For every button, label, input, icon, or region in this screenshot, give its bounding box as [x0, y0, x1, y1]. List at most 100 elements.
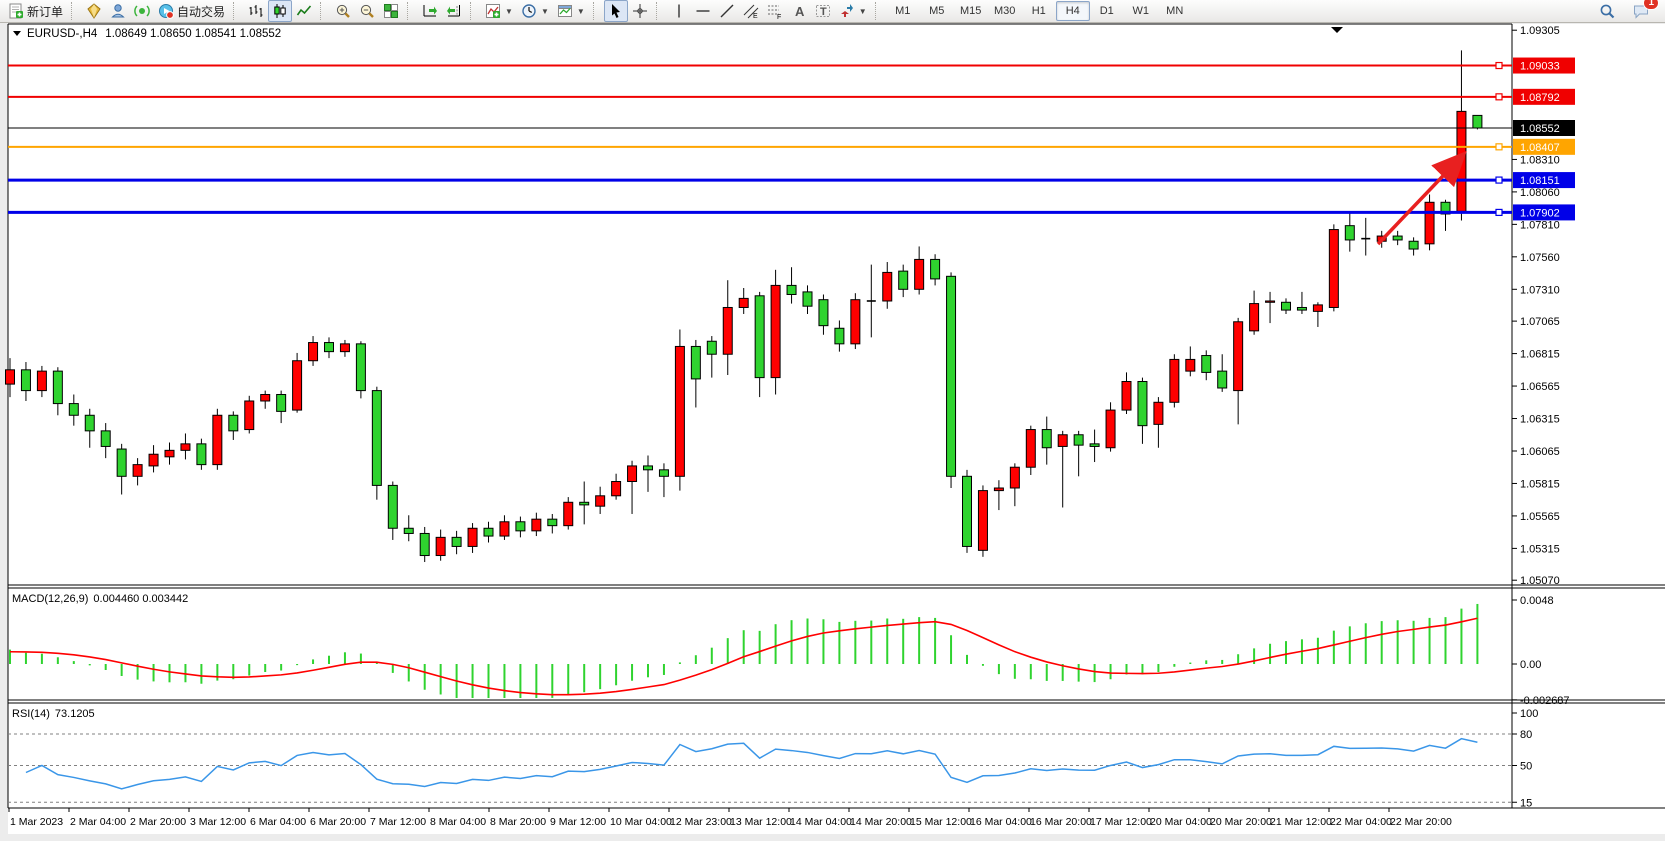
- trendline-button[interactable]: [715, 0, 739, 22]
- price-tick-label: 1.09305: [1520, 25, 1560, 37]
- autotrade-icon: [159, 4, 174, 19]
- timeframe-m1-button[interactable]: M1: [895, 5, 911, 17]
- line-handle[interactable]: [1495, 61, 1503, 70]
- candle-body: [451, 536, 462, 547]
- broadcast-button[interactable]: [130, 0, 154, 22]
- timeframe-w1-button[interactable]: W1: [1132, 5, 1149, 17]
- price-tick-label: 1.06315: [1520, 414, 1560, 426]
- chart-shift-button[interactable]: [442, 0, 466, 22]
- zoom-out-button[interactable]: [355, 0, 379, 22]
- auto-scroll-button[interactable]: [418, 0, 442, 22]
- cursor-button[interactable]: [603, 0, 628, 22]
- timeframe-d1-button[interactable]: D1: [1099, 5, 1114, 17]
- text-button[interactable]: A: [787, 0, 811, 22]
- fibonacci-button[interactable]: F: [763, 0, 787, 22]
- timeframe-h4-button[interactable]: H4: [1055, 1, 1090, 21]
- trend-arrow[interactable]: [1376, 150, 1467, 246]
- macd-tick-label: 0.00: [1520, 659, 1541, 671]
- price-tick-label: 1.06565: [1520, 381, 1560, 393]
- price-tick-label: 1.05815: [1520, 478, 1560, 490]
- candle-body: [180, 443, 191, 451]
- chart-shift-marker[interactable]: [1331, 27, 1343, 33]
- vertical-line-button[interactable]: [667, 0, 691, 22]
- line-handle[interactable]: [1495, 176, 1503, 184]
- search-icon: [1600, 4, 1615, 19]
- candle-body: [1281, 301, 1291, 311]
- zoom-in-button[interactable]: [331, 0, 355, 22]
- text-label-button[interactable]: T: [811, 0, 835, 22]
- macd-label: MACD(12,26,9) 0.004460 0.003442: [12, 593, 188, 605]
- candle-body: [435, 536, 446, 557]
- time-tick-label: 21 Mar 12:00: [1270, 816, 1332, 828]
- new-order-button[interactable]: 新订单: [4, 0, 67, 22]
- toolbar-separator: [320, 2, 328, 20]
- price-badge: [1513, 204, 1575, 221]
- candles-icon: [274, 4, 286, 18]
- time-tick-label: 14 Mar 04:00: [790, 816, 852, 828]
- search-button[interactable]: [1595, 0, 1619, 22]
- line-handle[interactable]: [1495, 208, 1503, 217]
- chart-title: EURUSD-,H4 1.08649 1.08650 1.08541 1.0855…: [27, 28, 281, 40]
- timeframe-m5-button[interactable]: M5: [929, 5, 945, 17]
- periods-button[interactable]: ▼: [517, 0, 553, 22]
- horizontal-line-button[interactable]: [691, 0, 715, 22]
- candle-body: [228, 414, 239, 432]
- candle-body: [1121, 381, 1132, 411]
- price-badge: [1513, 138, 1575, 155]
- arrows-button[interactable]: ▼: [835, 0, 871, 22]
- candle-body: [467, 527, 478, 547]
- time-tick-label: 16 Mar 04:00: [970, 816, 1032, 828]
- price-badge: [1513, 120, 1575, 136]
- notification-count-badge: 1: [1643, 0, 1659, 10]
- notifications-button[interactable]: 1: [1629, 0, 1659, 22]
- timeframe-mn-button[interactable]: MN: [1166, 5, 1184, 17]
- crosshair-button[interactable]: [628, 0, 652, 22]
- candle-body: [1296, 306, 1307, 311]
- time-tick-label: 3 Mar 12:00: [190, 816, 246, 828]
- line-chart-mode-button[interactable]: [292, 0, 316, 22]
- candle-body: [371, 390, 382, 486]
- profile-button[interactable]: [106, 0, 130, 22]
- macd-tick-label: -0.002687: [1520, 695, 1570, 707]
- candle-body: [324, 342, 334, 353]
- time-tick-label: 2 Mar 20:00: [130, 816, 186, 828]
- candle-body: [611, 481, 622, 497]
- candle-body: [1201, 355, 1212, 373]
- chevron-down-icon: ▼: [505, 6, 513, 16]
- macd-signal-line: [9, 617, 1478, 696]
- candle-body: [802, 291, 813, 307]
- indicators-button[interactable]: ▼: [481, 0, 517, 22]
- svg-text:E: E: [753, 13, 758, 19]
- line-handle[interactable]: [1495, 93, 1503, 101]
- price-badge-label: 1.08552: [1520, 123, 1560, 135]
- time-tick-label: 13 Mar 12:00: [730, 816, 792, 828]
- candle-body: [1041, 429, 1052, 449]
- autotrade-button[interactable]: 自动交易: [154, 0, 229, 22]
- candle-body: [1265, 300, 1276, 303]
- line-handle[interactable]: [1495, 143, 1503, 151]
- candle-body: [292, 360, 303, 411]
- tile-windows-button[interactable]: [379, 0, 403, 22]
- candle-body: [882, 271, 893, 302]
- price-tick-label: 1.06065: [1520, 446, 1560, 458]
- templates-button[interactable]: ▼: [553, 0, 589, 22]
- time-tick-label: 16 Mar 20:00: [1030, 816, 1092, 828]
- arrows-icon: [840, 4, 853, 17]
- candle-body: [754, 295, 765, 379]
- timeframe-m15-button[interactable]: M15: [960, 5, 982, 17]
- bar-chart-mode-button[interactable]: [244, 0, 268, 22]
- channel-icon: E: [743, 4, 759, 19]
- candle-body: [1440, 201, 1451, 215]
- timeframe-h1-button[interactable]: H1: [1031, 5, 1046, 17]
- candle-body: [132, 464, 143, 477]
- equidistant-channel-button[interactable]: E: [739, 0, 763, 22]
- candle-body: [914, 258, 925, 290]
- timeframe-m30-button[interactable]: M30: [994, 5, 1016, 17]
- candle-body: [1328, 229, 1339, 308]
- community-button[interactable]: [82, 0, 106, 22]
- rsi-label: RSI(14) 73.1205: [12, 708, 95, 720]
- symbol-collapse-icon[interactable]: [13, 31, 21, 36]
- candlestick-chart-mode-button[interactable]: [268, 0, 293, 22]
- candle-body: [1169, 358, 1180, 403]
